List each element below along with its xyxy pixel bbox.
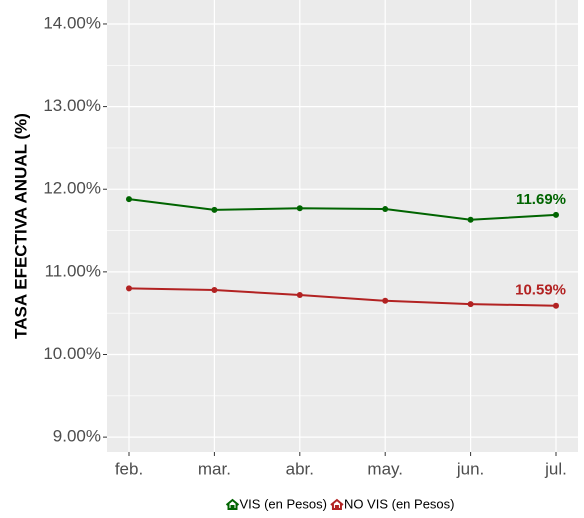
y-axis-label: TASA EFECTIVA ANUAL (%) [11,113,30,339]
legend-label: NO VIS (en Pesos) [344,496,455,511]
value-label: 11.69% [516,191,566,208]
point [553,302,559,309]
y-tick-label: 13.00% [43,96,101,115]
legend-icon [225,498,240,510]
legend: VIS (en Pesos) NO VIS (en Pesos) [225,496,455,511]
x-tick-label: abr. [286,459,314,478]
y-tick-label: 10.00% [43,344,101,363]
x-tick-label: jun. [456,459,484,478]
legend-label: VIS (en Pesos) [240,496,327,511]
x-tick-label: jul. [544,459,567,478]
point [467,216,474,223]
point [382,297,389,304]
legend-icon [330,498,344,510]
point [553,211,559,218]
x-tick-label: mar. [198,459,231,478]
y-tick-label: 14.00% [43,13,101,32]
point [126,196,132,203]
x-tick-label: feb. [115,459,143,478]
y-tick-label: 12.00% [43,179,101,198]
point [467,301,474,308]
point [211,206,218,213]
point [382,206,389,213]
point [126,285,132,292]
point [296,291,303,298]
plot-panel [107,0,578,452]
y-tick-label: 11.00% [45,261,101,280]
point [211,287,218,294]
point [296,205,303,212]
value-label: 10.59% [515,282,566,299]
series-line [128,287,557,307]
y-tick-label: 9.00% [53,427,101,446]
series-line [128,198,557,221]
x-tick-label: may. [367,459,403,478]
